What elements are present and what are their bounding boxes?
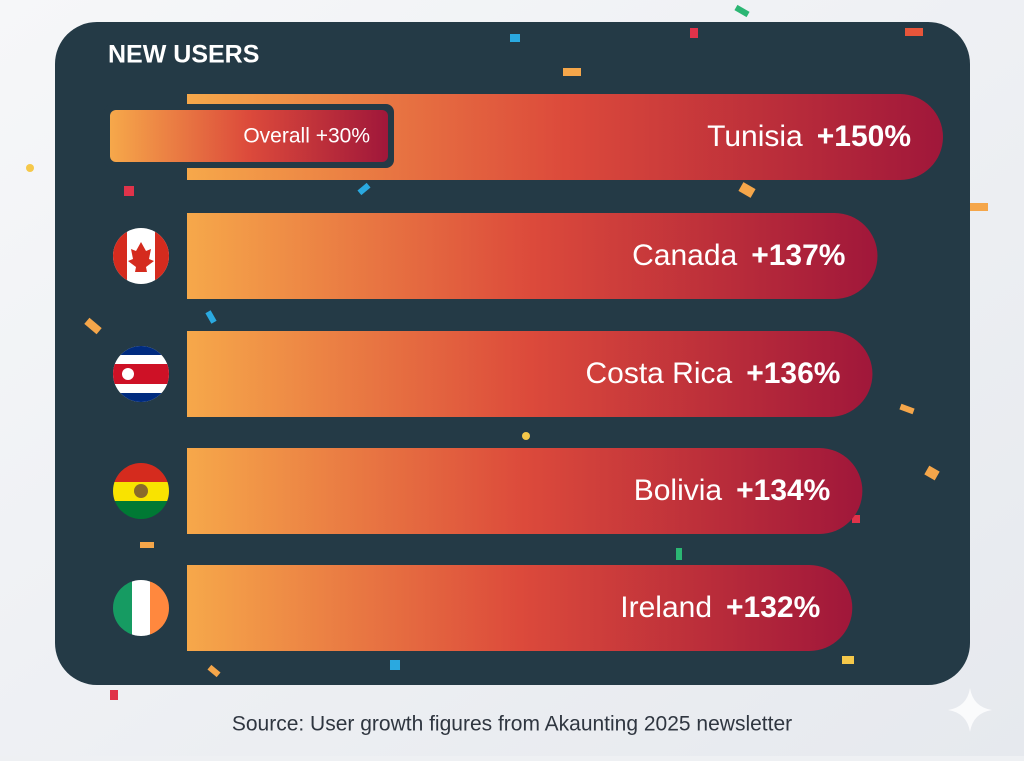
category-label: Tunisia [707,120,803,153]
flags [113,228,169,636]
source-note: Source: User growth figures from Akaunti… [232,713,792,736]
value-label: +137% [751,239,845,272]
overall-label: Overall +30% [243,125,370,148]
overall-pill [110,110,388,162]
category-label: Ireland [620,591,712,624]
category-label: Canada [632,239,737,272]
chart-title: NEW USERS [108,41,259,69]
bar [187,565,853,651]
category-label: Bolivia [634,474,723,507]
value-label: +134% [736,474,830,507]
bar [187,213,878,299]
bar [187,448,863,534]
category-label: Costa Rica [585,357,732,390]
sparkle [948,688,992,732]
confetti [26,4,988,700]
value-label: +150% [817,120,911,153]
value-label: +136% [746,357,840,390]
bar [187,331,873,417]
value-label: +132% [726,591,820,624]
